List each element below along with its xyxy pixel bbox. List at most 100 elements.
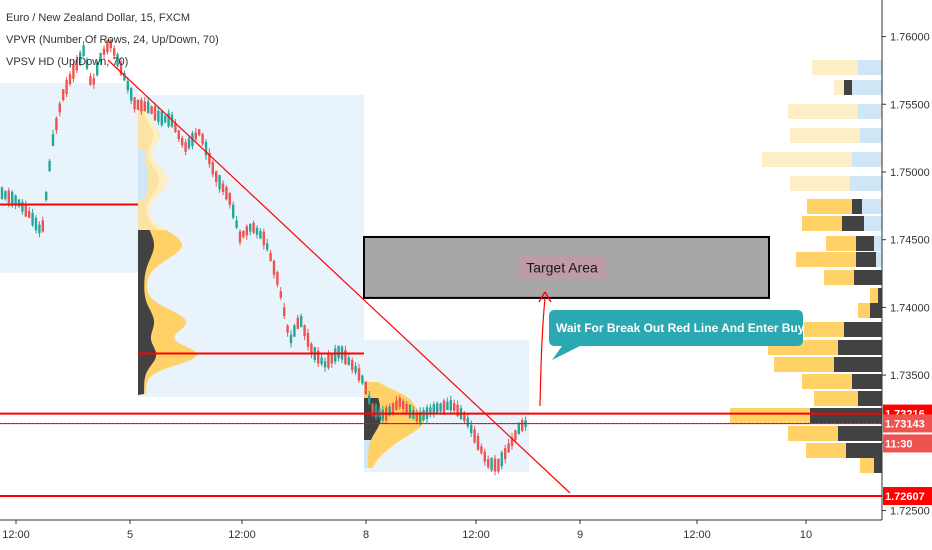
time-tick-label: 12:00 xyxy=(462,529,490,541)
vpvr-bar-up xyxy=(812,60,858,75)
vpvr-bar-down xyxy=(838,426,882,441)
candle-body xyxy=(354,365,357,373)
candle-body xyxy=(17,199,21,207)
vpvr-bar-light xyxy=(852,80,882,95)
vpvr-bar-light xyxy=(864,216,882,231)
candle-body xyxy=(449,400,452,411)
price-label-bg xyxy=(883,414,932,433)
candle-body xyxy=(235,220,238,228)
vpvr-bar-up xyxy=(788,104,858,119)
candle-body xyxy=(408,404,412,418)
vpvr-bar-light xyxy=(862,199,882,214)
candle-body xyxy=(351,360,354,371)
vpvr-bar-up xyxy=(796,252,856,267)
candle-body xyxy=(211,162,214,175)
candle-body xyxy=(259,231,262,239)
candle-body xyxy=(153,106,157,121)
candle-body xyxy=(422,410,425,421)
price-label: 1.73143 xyxy=(885,418,925,430)
candle-body xyxy=(215,171,218,182)
vpvr-bar-up xyxy=(788,426,838,441)
candle-body xyxy=(517,423,520,435)
vpsv-indicator-label: VPSV HD (Up/Down, 70) xyxy=(6,56,129,68)
candle-body xyxy=(388,406,391,416)
candle-body xyxy=(245,226,248,236)
price-axis-bg xyxy=(882,0,932,550)
candle-body xyxy=(48,160,51,172)
candle-body xyxy=(68,74,72,85)
candle-body xyxy=(221,183,225,192)
candle-body xyxy=(4,191,7,200)
vpvr-bar-up xyxy=(730,408,810,423)
candle-body xyxy=(136,99,140,110)
candle-body xyxy=(255,227,259,235)
downtrend-line xyxy=(107,59,571,494)
price-tick-label: 1.74000 xyxy=(890,302,930,314)
vpvr-bar-down xyxy=(838,340,882,355)
candle-body xyxy=(480,446,483,454)
candle-body xyxy=(116,54,119,66)
candle-body xyxy=(238,231,242,243)
candle-body xyxy=(24,204,27,217)
candle-body xyxy=(228,192,231,205)
time-tick-label: 8 xyxy=(363,529,369,541)
vpvr-bar-down xyxy=(852,199,862,214)
candle-body xyxy=(293,325,296,337)
candle-body xyxy=(476,435,480,450)
candle-body xyxy=(72,64,75,79)
vpvr-bar-down xyxy=(844,80,852,95)
callout-bubble xyxy=(549,310,803,360)
candle-body xyxy=(446,401,449,410)
session-profile-down-light xyxy=(364,440,371,468)
candle-body xyxy=(504,448,507,460)
candle-body xyxy=(123,72,126,81)
candle-body xyxy=(402,401,405,410)
candle-body xyxy=(45,192,48,200)
candle-body xyxy=(521,420,524,431)
candle-body xyxy=(493,458,497,472)
candle-body xyxy=(483,451,486,462)
candle-body xyxy=(204,142,208,156)
candle-body xyxy=(174,123,177,132)
candle-body xyxy=(347,357,350,365)
time-tick-label: 12:00 xyxy=(2,529,30,541)
price-tick-label: 1.74500 xyxy=(890,235,930,247)
candle-body xyxy=(334,348,337,362)
candle-body xyxy=(147,101,150,113)
vpvr-bar-up xyxy=(802,216,842,231)
candle-body xyxy=(398,397,401,407)
candle-body xyxy=(286,325,289,333)
vpvr-bar-light xyxy=(860,128,882,143)
candle-body xyxy=(296,317,299,329)
candle-body xyxy=(167,112,170,127)
candle-body xyxy=(276,272,279,285)
candle-body xyxy=(490,458,493,471)
candle-body xyxy=(310,343,313,355)
candle-body xyxy=(102,48,106,55)
candle-body xyxy=(289,334,293,344)
candle-body xyxy=(62,89,65,101)
price-label-bg xyxy=(883,434,932,453)
candle-body xyxy=(272,260,276,275)
candle-body xyxy=(14,195,17,206)
candle-body xyxy=(473,429,476,443)
price-label: 11:30 xyxy=(885,438,913,450)
vpvr-bar-down xyxy=(856,252,876,267)
candle-body xyxy=(279,291,282,298)
candle-body xyxy=(507,443,510,453)
candle-body xyxy=(208,152,211,165)
candle-body xyxy=(126,80,129,91)
candle-body xyxy=(463,412,466,422)
candle-body xyxy=(201,133,204,144)
candle-body xyxy=(442,400,446,413)
candle-body xyxy=(28,211,31,218)
candle-body xyxy=(218,175,221,190)
candle-body xyxy=(11,191,14,206)
price-label: 1.72607 xyxy=(885,491,925,503)
vpvr-bar-down xyxy=(834,357,882,372)
vpvr-bar-up xyxy=(762,152,852,167)
vpvr-bar-down xyxy=(858,391,882,406)
candle-body xyxy=(181,138,184,146)
vpvr-bar-up xyxy=(826,236,856,251)
